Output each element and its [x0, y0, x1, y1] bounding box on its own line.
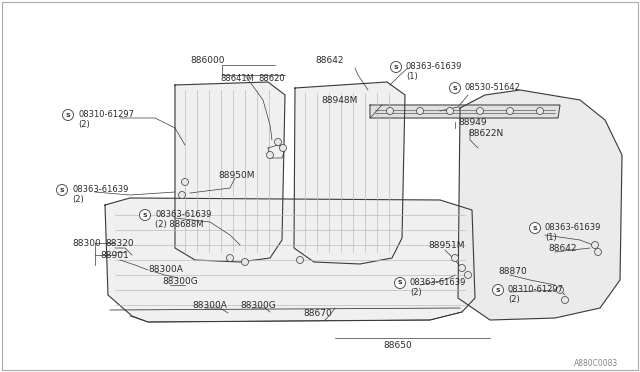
Circle shape: [296, 257, 303, 263]
Polygon shape: [175, 82, 285, 262]
Circle shape: [451, 254, 458, 262]
Text: 88948M: 88948M: [322, 96, 358, 105]
Circle shape: [493, 285, 504, 295]
Text: 88641M: 88641M: [220, 74, 254, 83]
Polygon shape: [370, 105, 560, 118]
Circle shape: [394, 278, 406, 289]
Circle shape: [557, 286, 563, 294]
Circle shape: [227, 254, 234, 262]
Text: 88670: 88670: [303, 310, 332, 318]
Circle shape: [266, 151, 273, 158]
Circle shape: [390, 61, 401, 73]
Circle shape: [56, 185, 67, 196]
Text: 88300A: 88300A: [148, 264, 183, 273]
Text: 886000: 886000: [191, 55, 225, 64]
Circle shape: [529, 222, 541, 234]
Text: 88950M: 88950M: [218, 170, 255, 180]
Text: 88620: 88620: [258, 74, 285, 83]
Text: 08363-61639
(2): 08363-61639 (2): [72, 185, 129, 204]
Text: 88949: 88949: [458, 118, 486, 126]
Circle shape: [595, 248, 602, 256]
Circle shape: [465, 272, 472, 279]
Text: 88300A: 88300A: [192, 301, 227, 311]
Text: S: S: [532, 225, 538, 231]
Text: S: S: [452, 86, 458, 90]
Circle shape: [477, 108, 483, 115]
Text: A880C0083: A880C0083: [573, 359, 618, 368]
Text: S: S: [397, 280, 403, 285]
Circle shape: [449, 83, 461, 93]
Circle shape: [275, 138, 282, 145]
Circle shape: [506, 108, 513, 115]
Text: 08363-61639
(1): 08363-61639 (1): [406, 62, 462, 81]
Text: 88300: 88300: [72, 238, 100, 247]
Text: 88622N: 88622N: [468, 128, 503, 138]
Text: 88320: 88320: [105, 238, 134, 247]
Circle shape: [241, 259, 248, 266]
Text: S: S: [394, 64, 398, 70]
Circle shape: [417, 108, 424, 115]
Text: 88951M: 88951M: [428, 241, 465, 250]
Circle shape: [536, 108, 543, 115]
Text: S: S: [496, 288, 500, 292]
Circle shape: [179, 192, 186, 199]
Text: 08363-61639
(1): 08363-61639 (1): [545, 223, 602, 243]
Text: S: S: [66, 112, 70, 118]
Circle shape: [458, 264, 465, 272]
Circle shape: [561, 296, 568, 304]
Text: 08310-61297
(2): 08310-61297 (2): [78, 110, 134, 129]
Text: S: S: [143, 212, 147, 218]
Text: 08363-61639
(2) 88688M: 08363-61639 (2) 88688M: [155, 210, 211, 230]
Circle shape: [387, 108, 394, 115]
Text: 08530-51642: 08530-51642: [465, 83, 521, 92]
Text: 88650: 88650: [383, 340, 412, 350]
Text: 88642: 88642: [548, 244, 577, 253]
Circle shape: [280, 144, 287, 151]
Polygon shape: [105, 198, 475, 322]
Text: 08310-61297
(2): 08310-61297 (2): [508, 285, 564, 304]
Text: 08363-61639
(2): 08363-61639 (2): [410, 278, 467, 297]
Text: 88300G: 88300G: [162, 278, 198, 286]
Circle shape: [140, 209, 150, 221]
Text: 88901: 88901: [100, 250, 129, 260]
Circle shape: [63, 109, 74, 121]
Circle shape: [447, 108, 454, 115]
Text: 88642: 88642: [316, 55, 344, 64]
Text: 88300G: 88300G: [240, 301, 276, 311]
Circle shape: [591, 241, 598, 248]
Polygon shape: [458, 90, 622, 320]
Text: S: S: [60, 187, 64, 192]
Circle shape: [182, 179, 189, 186]
Text: 88870: 88870: [498, 267, 527, 276]
Polygon shape: [294, 82, 405, 264]
